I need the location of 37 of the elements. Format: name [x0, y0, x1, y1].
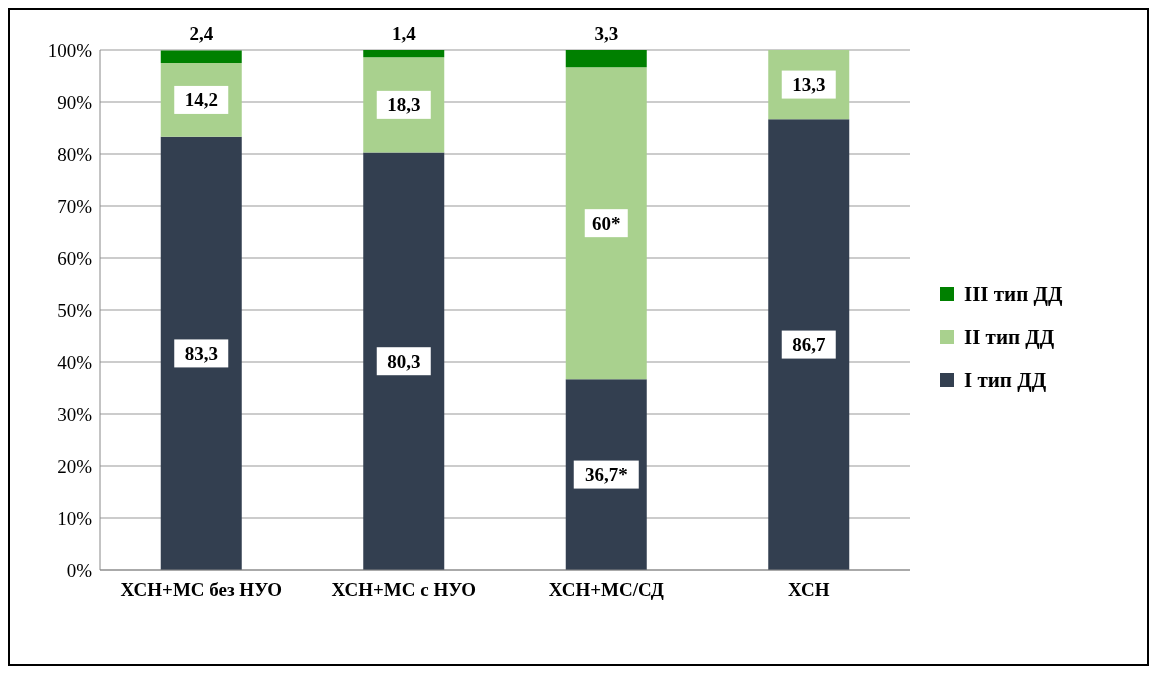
y-tick-label: 80%: [57, 143, 93, 165]
data-label: 14,2: [184, 89, 218, 111]
y-tick-label: 50%: [57, 299, 93, 321]
legend-label: II тип ДД: [964, 324, 1055, 350]
x-tick-label: ХСН+МС/СД: [548, 579, 664, 600]
data-label: 60*: [592, 212, 621, 234]
x-tick-label: ХСН+МС с НУО: [331, 579, 476, 600]
data-label: 86,7: [792, 334, 826, 356]
y-tick-label: 60%: [57, 247, 93, 269]
y-tick-label: 30%: [57, 403, 93, 425]
data-label: 18,3: [387, 94, 421, 116]
bar: [565, 379, 647, 570]
bar: [160, 50, 242, 63]
y-tick-label: 90%: [57, 91, 93, 113]
y-tick-label: 100%: [47, 39, 93, 61]
legend-label: I тип ДД: [964, 367, 1047, 393]
y-tick-label: 20%: [57, 455, 93, 477]
data-label: 36,7*: [584, 464, 628, 486]
data-label: 13,3: [792, 74, 826, 96]
data-label: 2,4: [189, 23, 214, 45]
data-label: 80,3: [387, 350, 421, 372]
y-tick-label: 70%: [57, 195, 93, 217]
x-tick-label: ХСН+МС без НУО: [120, 579, 282, 600]
y-tick-label: 0%: [66, 559, 93, 581]
bar: [363, 50, 445, 58]
bar: [363, 152, 445, 570]
bar: [768, 119, 850, 570]
bar: [565, 67, 647, 380]
data-label: 1,4: [391, 22, 417, 44]
data-label: 83,3: [184, 342, 218, 364]
bar: [565, 50, 647, 68]
y-tick-label: 10%: [57, 507, 93, 529]
y-tick-label: 40%: [57, 351, 93, 373]
x-tick-label: ХСН: [788, 579, 830, 600]
bar: [160, 136, 242, 570]
legend-label: III тип ДД: [964, 281, 1063, 307]
data-label: 3,3: [594, 22, 619, 44]
